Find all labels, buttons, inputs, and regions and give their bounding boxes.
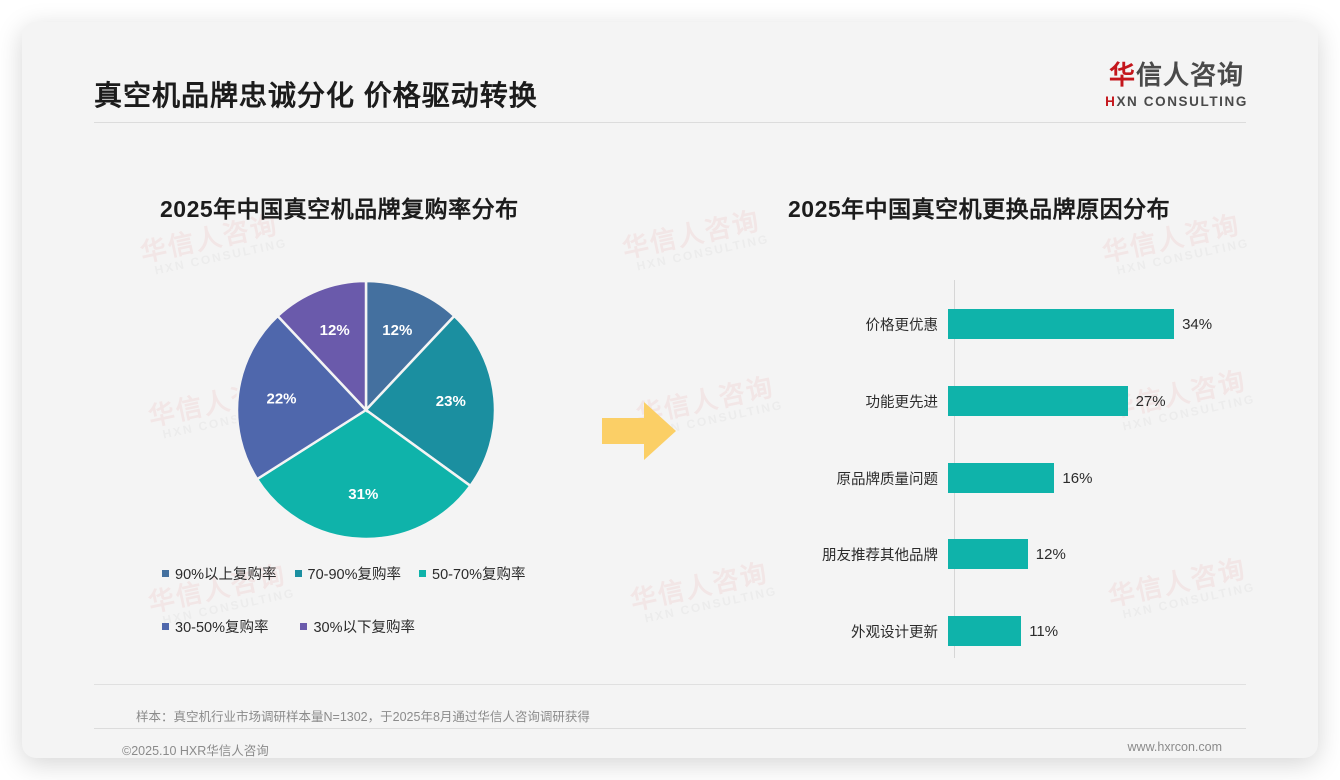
bar-category-label: 价格更优惠 [865,317,939,334]
pie-chart-title: 2025年中国真空机品牌复购率分布 [160,196,519,222]
pie-slices [235,279,497,541]
bar-value-label: 34% [1182,315,1213,333]
watermark: 华信人咨询 HXN CONSULTING [619,199,771,275]
bar-chart-row: 外观设计更新 11% [792,616,1262,646]
legend-item[interactable]: 50-70%复购率 [419,563,526,584]
logo-english: HXN CONSULTING [1105,95,1248,109]
pie-chart-legend: 90%以上复购率 70-90%复购率 50-70%复购率 30-50%复购率 3… [162,563,592,637]
pie-slice-label: 12% [382,322,412,339]
logo-chinese-rest: 信人咨询 [1136,60,1245,90]
legend-item[interactable]: 70-90%复购率 [294,563,402,584]
pie-slice-labels: 12% 23% 31% 22% 12% [266,322,465,503]
legend-label: 50-70%复购率 [432,567,526,583]
bar-category-label: 原品牌质量问题 [836,471,939,488]
legend-swatch-icon [300,623,308,630]
logo-english-rest: XN CONSULTING [1116,94,1248,109]
footer-divider [94,728,1246,729]
website-link[interactable]: www.hxrcon.com [1127,740,1222,754]
pie-slice[interactable] [364,279,457,414]
legend-swatch-icon [419,570,427,577]
header-divider [94,122,1246,123]
watermark: 华信人咨询 HXN CONSULTING [627,551,779,627]
watermark-en: HXN CONSULTING [1115,235,1251,278]
legend-row: 90%以上复购率 70-90%复购率 50-70%复购率 [162,563,592,584]
pie-slice[interactable] [255,408,473,541]
bar-value-label: 12% [1035,545,1066,563]
bar-category-label: 朋友推荐其他品牌 [822,547,938,564]
bar-track: 16% [948,463,1262,493]
logo-english-highlight: H [1105,94,1117,109]
watermark-cn: 华信人咨询 [619,205,763,264]
bar-track: 34% [948,309,1262,339]
slide-card: 华信人咨询 HXN CONSULTING 华信人咨询 HXN CONSULTIN… [22,22,1318,758]
pie-slice-label: 12% [320,322,350,339]
bar-fill[interactable] [948,386,1128,416]
bar-chart: 价格更优惠 34% 功能更先进 27% 原品牌质量问题 16% 朋友推荐其他品牌 12% 外观设… [792,280,1262,658]
bar-fill[interactable] [948,616,1022,646]
pie-slice-label: 23% [436,393,466,410]
bar-track: 11% [948,616,1262,646]
legend-swatch-icon [162,570,169,577]
sample-note: 样本：真空机行业市场调研样本量N=1302，于2025年8月通过华信人咨询调研获… [136,710,590,724]
pie-slice[interactable] [364,314,497,488]
bar-chart-row: 朋友推荐其他品牌 12% [792,539,1262,569]
bar-track: 27% [948,386,1262,416]
legend-label: 70-90%复购率 [307,567,402,583]
right-arrow-icon [602,400,676,462]
legend-row: 30-50%复购率 30%以下复购率 [162,616,592,637]
pie-slice-label: 31% [348,486,378,503]
bar-track: 12% [948,539,1262,569]
bar-chart-row: 价格更优惠 34% [792,309,1262,339]
slide-header: 真空机品牌忠诚分化 价格驱动转换 华信人咨询 HXN CONSULTING [22,22,1318,123]
watermark-en: HXN CONSULTING [635,231,771,274]
pie-chart-svg: 12% 23% 31% 22% 12% [235,279,497,541]
legend-swatch-icon [162,623,169,630]
watermark-cn: 华信人咨询 [627,557,771,616]
bar-category-label: 功能更先进 [865,394,939,411]
legend-label: 30%以下复购率 [313,620,416,636]
bar-chart-row: 原品牌质量问题 16% [792,463,1262,493]
logo-chinese-highlight: 华 [1109,60,1137,90]
logo-chinese: 华信人咨询 [1105,62,1248,88]
pie-slice[interactable] [275,279,368,414]
watermark-en: HXN CONSULTING [643,583,779,626]
legend-item[interactable]: 90%以上复购率 [162,563,277,584]
bar-value-label: 16% [1062,469,1093,487]
pie-slice[interactable] [235,314,368,481]
copyright-text: ©2025.10 HXR华信人咨询 [122,744,269,758]
legend-item[interactable]: 30%以下复购率 [300,616,415,637]
bar-fill[interactable] [948,309,1175,339]
legend-label: 90%以上复购率 [175,567,277,583]
bar-category-label: 外观设计更新 [851,624,938,641]
page-title: 真空机品牌忠诚分化 价格驱动转换 [94,80,538,111]
bar-chart-row: 功能更先进 27% [792,386,1262,416]
right-arrow-svg [602,402,676,460]
legend-label: 30-50%复购率 [175,620,269,636]
pie-slice-label: 22% [266,390,296,407]
bar-fill[interactable] [948,539,1028,569]
bar-value-label: 11% [1029,622,1059,640]
bar-fill[interactable] [948,463,1055,493]
pie-chart: 12% 23% 31% 22% 12% [235,279,497,541]
bar-value-label: 27% [1135,392,1166,410]
legend-item[interactable]: 30-50%复购率 [162,616,268,637]
note-divider [94,684,1246,685]
watermark-en: HXN CONSULTING [153,235,289,278]
company-logo: 华信人咨询 HXN CONSULTING [1105,62,1248,109]
bar-chart-title: 2025年中国真空机更换品牌原因分布 [788,196,1171,222]
legend-swatch-icon [294,570,302,577]
